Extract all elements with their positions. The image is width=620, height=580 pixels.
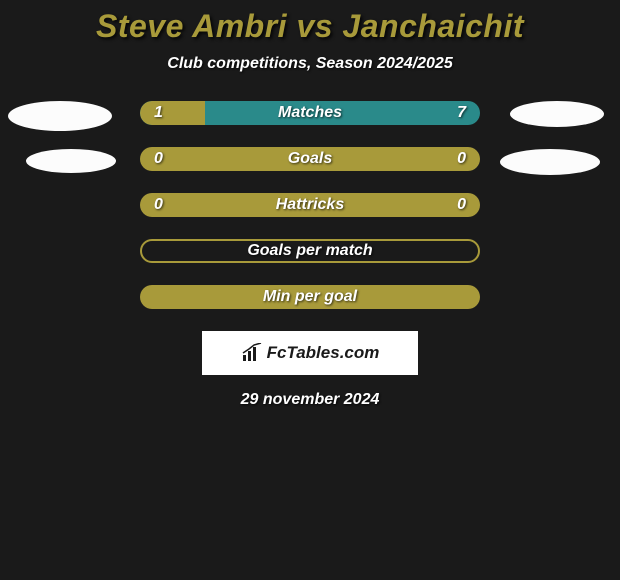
stat-bar: 00Hattricks <box>140 193 480 217</box>
date-text: 29 november 2024 <box>0 391 620 409</box>
stat-label: Goals per match <box>142 239 478 263</box>
brand-chart-icon <box>241 343 263 363</box>
stat-bar: 17Matches <box>140 101 480 125</box>
page-title: Steve Ambri vs Janchaichit <box>0 8 620 45</box>
stat-row: 00Goals <box>0 147 620 171</box>
stats-area: 17Matches 00Goals 00Hattricks Goals per mat… <box>0 101 620 309</box>
stat-bar: 00Goals <box>140 147 480 171</box>
stat-row: Goals per match <box>0 239 620 263</box>
stat-row: 00Hattricks <box>0 193 620 217</box>
brand-box[interactable]: FcTables.com <box>202 331 418 375</box>
subtitle: Club competitions, Season 2024/2025 <box>0 55 620 73</box>
stat-bar: Goals per match <box>140 239 480 263</box>
stat-label: Hattricks <box>140 193 480 217</box>
stat-label: Min per goal <box>140 285 480 309</box>
stat-label: Goals <box>140 147 480 171</box>
stat-row: Min per goal <box>0 285 620 309</box>
stat-bar: Min per goal <box>140 285 480 309</box>
stat-label: Matches <box>140 101 480 125</box>
comparison-widget: Steve Ambri vs Janchaichit Club competit… <box>0 0 620 409</box>
brand-text: FcTables.com <box>267 343 380 363</box>
stat-row: 17Matches <box>0 101 620 125</box>
